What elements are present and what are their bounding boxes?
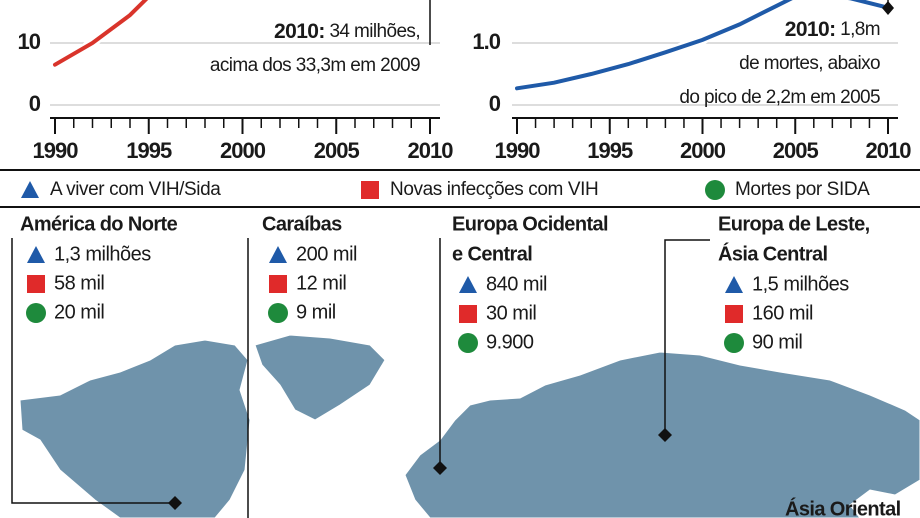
stat-symbol <box>269 275 287 293</box>
legend-label: A viver com VIH/Sida <box>50 179 221 200</box>
region-stat: 58 mil <box>54 272 104 294</box>
annotation-line: de mortes, abaixo <box>739 53 880 74</box>
x-tick-label: 2010 <box>866 138 912 163</box>
stat-symbol <box>268 303 288 323</box>
region-stat: 840 mil <box>486 273 547 295</box>
annotation: 2010: 1,8m <box>785 18 880 41</box>
region-stat: 9.900 <box>486 331 534 353</box>
region-stat: 30 mil <box>486 302 536 324</box>
region-stat: 12 mil <box>296 272 346 294</box>
x-tick-label: 2005 <box>314 138 360 163</box>
legend-symbol <box>705 180 725 200</box>
region-stat: 200 mil <box>296 243 357 265</box>
region-name: e Central <box>452 243 532 265</box>
stat-symbol <box>725 276 743 293</box>
x-tick-label: 1990 <box>495 138 541 163</box>
region-name: Europa de Leste, <box>718 213 870 235</box>
y-tick-label: 0 <box>489 91 501 116</box>
region-stat: 1,5 milhões <box>752 273 849 295</box>
stat-symbol <box>725 305 743 323</box>
world-map <box>19 334 920 518</box>
x-tick-label: 2000 <box>220 138 266 163</box>
region-name: Europa Ocidental <box>452 213 608 235</box>
stat-symbol <box>27 275 45 293</box>
x-tick-label: 1995 <box>587 138 633 163</box>
leader-diamonds <box>168 428 672 510</box>
x-tick-label: 2005 <box>773 138 819 163</box>
annotation: 2010: 34 milhões, <box>274 20 420 43</box>
x-tick-label: 2000 <box>680 138 726 163</box>
region-stat: 90 mil <box>752 331 802 353</box>
y-tick-label: 10 <box>18 29 41 54</box>
annotation-line: acima dos 33,3m em 2009 <box>210 55 420 76</box>
legend-label: Novas infecções com VIH <box>390 179 598 200</box>
end-diamond <box>882 1 894 15</box>
annotation-line: do pico de 2,2m em 2005 <box>679 87 880 108</box>
annotation-bold: 2010: <box>274 20 325 43</box>
region-name: Ásia Central <box>718 242 828 265</box>
stat-symbol <box>459 276 477 293</box>
leader-lines <box>11 238 710 518</box>
region-stat: 160 mil <box>752 302 813 324</box>
region-stat: 9 mil <box>296 301 336 323</box>
stat-symbol <box>459 305 477 323</box>
x-tick-label: 1995 <box>126 138 172 163</box>
annotation-line: 34 milhões, <box>329 21 420 42</box>
stat-symbol <box>26 303 46 323</box>
region-name: Ásia Oriental <box>785 497 901 518</box>
stat-symbol <box>458 333 478 353</box>
annotation-bold: 2010: <box>785 18 836 41</box>
legend-symbol <box>21 181 39 198</box>
x-tick-label: 2010 <box>408 138 454 163</box>
stat-symbol <box>27 246 45 263</box>
y-tick-label: 1.0 <box>472 29 500 54</box>
legend-label: Mortes por SIDA <box>735 179 870 200</box>
region-name: Caraíbas <box>262 213 342 235</box>
stat-symbol <box>724 333 744 353</box>
region-stat: 20 mil <box>54 301 104 323</box>
region-stat: 1,3 milhões <box>54 243 151 265</box>
x-tick-label: 1990 <box>33 138 79 163</box>
series-line <box>515 0 890 91</box>
annotation-line: 1,8m <box>840 19 880 40</box>
stat-symbol <box>269 246 287 263</box>
y-tick-label: 0 <box>29 91 41 116</box>
legend-symbol <box>361 181 379 199</box>
region-name: América do Norte <box>20 213 178 235</box>
series-line <box>53 0 149 67</box>
line-shadow <box>516 0 890 93</box>
